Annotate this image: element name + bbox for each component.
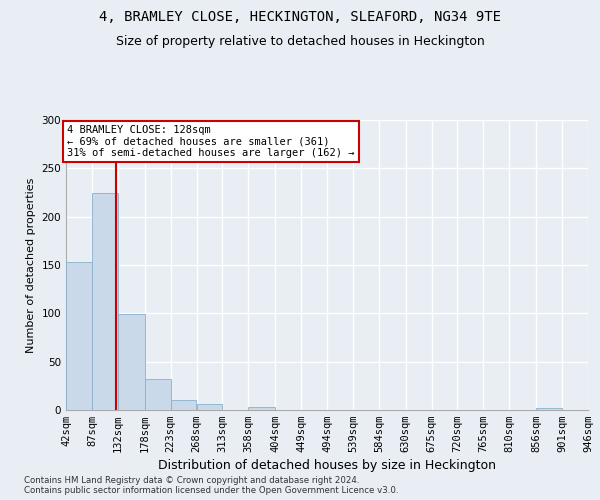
- Text: 4 BRAMLEY CLOSE: 128sqm
← 69% of detached houses are smaller (361)
31% of semi-d: 4 BRAMLEY CLOSE: 128sqm ← 69% of detache…: [67, 125, 355, 158]
- Bar: [66, 262, 92, 410]
- Text: Size of property relative to detached houses in Heckington: Size of property relative to detached ho…: [116, 35, 484, 48]
- Bar: [118, 314, 145, 410]
- Bar: [197, 404, 223, 410]
- Bar: [92, 192, 118, 410]
- X-axis label: Distribution of detached houses by size in Heckington: Distribution of detached houses by size …: [158, 460, 496, 472]
- Bar: [145, 379, 170, 410]
- Bar: [170, 400, 196, 410]
- Y-axis label: Number of detached properties: Number of detached properties: [26, 178, 36, 352]
- Bar: [536, 408, 562, 410]
- Text: 4, BRAMLEY CLOSE, HECKINGTON, SLEAFORD, NG34 9TE: 4, BRAMLEY CLOSE, HECKINGTON, SLEAFORD, …: [99, 10, 501, 24]
- Bar: [248, 407, 275, 410]
- Text: Contains HM Land Registry data © Crown copyright and database right 2024.
Contai: Contains HM Land Registry data © Crown c…: [24, 476, 398, 495]
